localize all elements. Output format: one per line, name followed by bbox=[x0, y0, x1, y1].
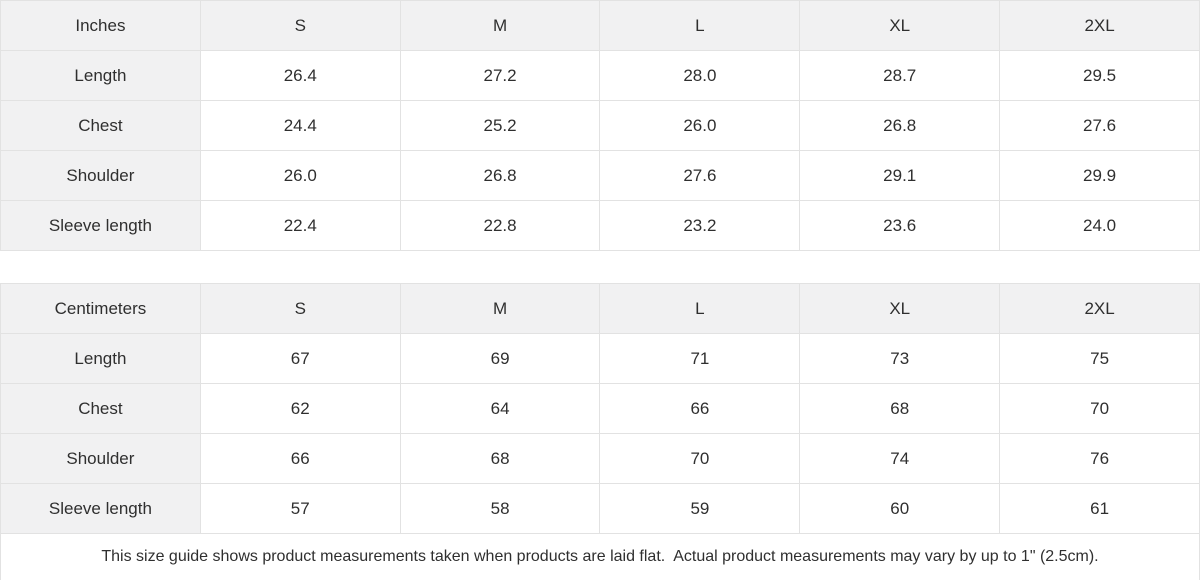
size-guide-disclaimer: This size guide shows product measuremen… bbox=[0, 533, 1200, 580]
measurement-cell: 71 bbox=[599, 333, 801, 384]
row-label: Length bbox=[0, 50, 201, 101]
measurement-cell: 28.0 bbox=[599, 50, 801, 101]
measurement-cell: 59 bbox=[599, 483, 801, 534]
row-label: Sleeve length bbox=[0, 200, 201, 251]
measurement-cell: 68 bbox=[399, 433, 601, 484]
measurement-cell: 24.4 bbox=[199, 100, 401, 151]
column-header-m: M bbox=[399, 283, 601, 334]
header-row: Inches S M L XL 2XL bbox=[0, 0, 1200, 51]
table-row: Chest 24.4 25.2 26.0 26.8 27.6 bbox=[0, 100, 1200, 151]
table-gap bbox=[0, 251, 1200, 283]
measurement-cell: 64 bbox=[399, 383, 601, 434]
measurement-cell: 67 bbox=[199, 333, 401, 384]
table-row: Length 26.4 27.2 28.0 28.7 29.5 bbox=[0, 50, 1200, 101]
column-header-xl: XL bbox=[799, 0, 1001, 51]
measurement-cell: 29.1 bbox=[799, 150, 1001, 201]
column-header-s: S bbox=[199, 283, 401, 334]
measurement-cell: 75 bbox=[999, 333, 1200, 384]
measurement-cell: 66 bbox=[199, 433, 401, 484]
column-header-l: L bbox=[599, 0, 801, 51]
measurement-cell: 70 bbox=[599, 433, 801, 484]
column-header-m: M bbox=[399, 0, 601, 51]
row-label: Sleeve length bbox=[0, 483, 201, 534]
column-header-2xl: 2XL bbox=[999, 283, 1200, 334]
measurement-cell: 23.6 bbox=[799, 200, 1001, 251]
measurement-cell: 69 bbox=[399, 333, 601, 384]
row-label: Chest bbox=[0, 383, 201, 434]
unit-header: Centimeters bbox=[0, 283, 201, 334]
header-row: Centimeters S M L XL 2XL bbox=[0, 283, 1200, 334]
measurement-cell: 74 bbox=[799, 433, 1001, 484]
row-label: Length bbox=[0, 333, 201, 384]
measurement-cell: 29.5 bbox=[999, 50, 1200, 101]
table-row: Shoulder 26.0 26.8 27.6 29.1 29.9 bbox=[0, 150, 1200, 201]
measurement-cell: 28.7 bbox=[799, 50, 1001, 101]
table-row: Sleeve length 57 58 59 60 61 bbox=[0, 483, 1200, 534]
measurement-cell: 27.6 bbox=[999, 100, 1200, 151]
table-row: Chest 62 64 66 68 70 bbox=[0, 383, 1200, 434]
measurement-cell: 24.0 bbox=[999, 200, 1200, 251]
measurement-cell: 26.0 bbox=[199, 150, 401, 201]
measurement-cell: 26.8 bbox=[799, 100, 1001, 151]
measurement-cell: 58 bbox=[399, 483, 601, 534]
measurement-cell: 73 bbox=[799, 333, 1001, 384]
measurement-cell: 22.4 bbox=[199, 200, 401, 251]
measurement-cell: 26.0 bbox=[599, 100, 801, 151]
measurement-cell: 27.2 bbox=[399, 50, 601, 101]
inches-table: Inches S M L XL 2XL Length 26.4 27.2 28.0 28.7 29.… bbox=[0, 0, 1200, 251]
measurement-cell: 26.4 bbox=[199, 50, 401, 101]
row-label: Shoulder bbox=[0, 150, 201, 201]
unit-header: Inches bbox=[0, 0, 201, 51]
measurement-cell: 23.2 bbox=[599, 200, 801, 251]
measurement-cell: 62 bbox=[199, 383, 401, 434]
measurement-cell: 26.8 bbox=[399, 150, 601, 201]
table-row: Sleeve length 22.4 22.8 23.2 23.6 24.0 bbox=[0, 200, 1200, 251]
column-header-2xl: 2XL bbox=[999, 0, 1200, 51]
column-header-l: L bbox=[599, 283, 801, 334]
measurement-cell: 66 bbox=[599, 383, 801, 434]
row-label: Shoulder bbox=[0, 433, 201, 484]
column-header-xl: XL bbox=[799, 283, 1001, 334]
measurement-cell: 70 bbox=[999, 383, 1200, 434]
measurement-cell: 60 bbox=[799, 483, 1001, 534]
measurement-cell: 57 bbox=[199, 483, 401, 534]
measurement-cell: 76 bbox=[999, 433, 1200, 484]
centimeters-table: Centimeters S M L XL 2XL Length 67 69 71 73 75 Ches… bbox=[0, 283, 1200, 534]
measurement-cell: 29.9 bbox=[999, 150, 1200, 201]
column-header-s: S bbox=[199, 0, 401, 51]
measurement-cell: 25.2 bbox=[399, 100, 601, 151]
measurement-cell: 27.6 bbox=[599, 150, 801, 201]
measurement-cell: 68 bbox=[799, 383, 1001, 434]
row-label: Chest bbox=[0, 100, 201, 151]
table-row: Shoulder 66 68 70 74 76 bbox=[0, 433, 1200, 484]
measurement-cell: 22.8 bbox=[399, 200, 601, 251]
measurement-cell: 61 bbox=[999, 483, 1200, 534]
table-row: Length 67 69 71 73 75 bbox=[0, 333, 1200, 384]
